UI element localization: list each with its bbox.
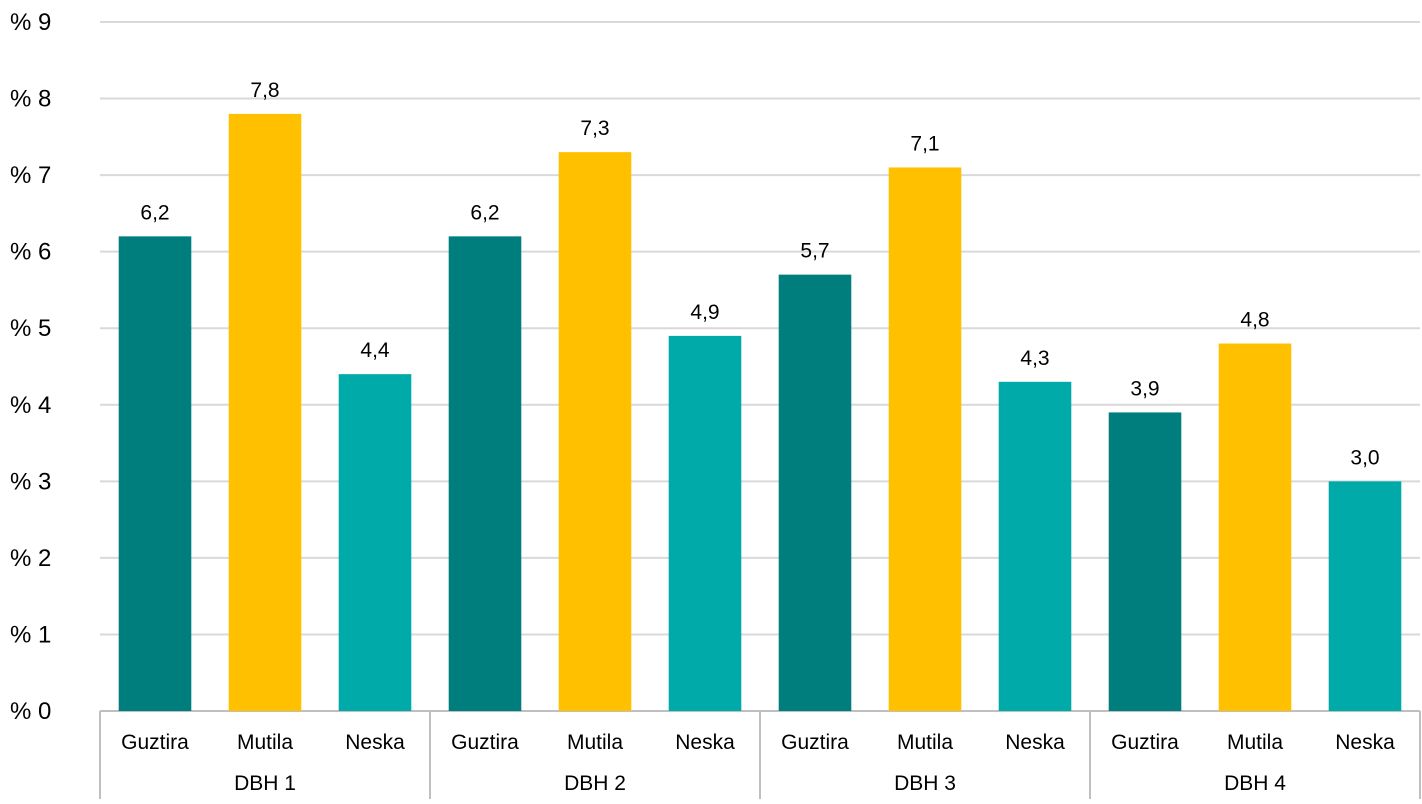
data-label: 7,1 [910,132,939,155]
x-tick-label: Guztira [1111,731,1179,754]
group-label: DBH 3 [894,772,956,795]
group-label: DBH 2 [564,772,626,795]
data-label: 4,8 [1240,309,1269,332]
x-tick-label: Mutila [237,731,293,754]
x-tick-label: Neska [345,731,405,754]
y-tick-label: % 9 [10,9,51,36]
data-label: 4,9 [690,301,719,324]
y-tick-label: % 3 [10,468,51,495]
y-tick-label: % 6 [10,239,51,266]
y-tick-label: % 7 [10,162,51,189]
x-tick-label: Guztira [781,731,849,754]
data-label: 3,9 [1130,377,1159,400]
x-tick-label: Guztira [121,731,189,754]
group-label: DBH 1 [234,772,296,795]
bar [668,335,742,711]
data-label: 4,4 [360,339,390,362]
y-tick-label: % 1 [10,621,51,648]
data-label: 7,3 [580,117,609,140]
x-tick-label: Mutila [897,731,953,754]
bar [448,236,522,711]
y-tick-label: % 0 [10,698,51,725]
group-label: DBH 4 [1224,772,1286,795]
bar [558,152,632,712]
data-label: 3,0 [1350,446,1379,469]
bar [1108,412,1182,711]
x-tick-label: Mutila [567,731,623,754]
bar [888,167,962,711]
data-label: 4,3 [1020,347,1049,370]
bar [998,381,1072,711]
data-label: 6,2 [470,201,499,224]
bar [1328,481,1402,711]
x-tick-label: Mutila [1227,731,1283,754]
bar [118,236,192,711]
data-label: 5,7 [800,240,829,263]
bar [338,374,412,711]
x-tick-label: Neska [1005,731,1065,754]
data-label: 6,2 [140,201,169,224]
y-tick-label: % 2 [10,545,51,572]
bar [778,274,852,711]
bar [228,113,302,711]
x-tick-label: Neska [1335,731,1395,754]
data-label: 7,8 [250,79,279,102]
x-tick-label: Neska [675,731,735,754]
y-tick-label: % 5 [10,315,51,342]
y-tick-label: % 4 [10,392,51,419]
bar [1218,343,1292,711]
x-tick-label: Guztira [451,731,519,754]
y-tick-label: % 8 [10,86,51,113]
